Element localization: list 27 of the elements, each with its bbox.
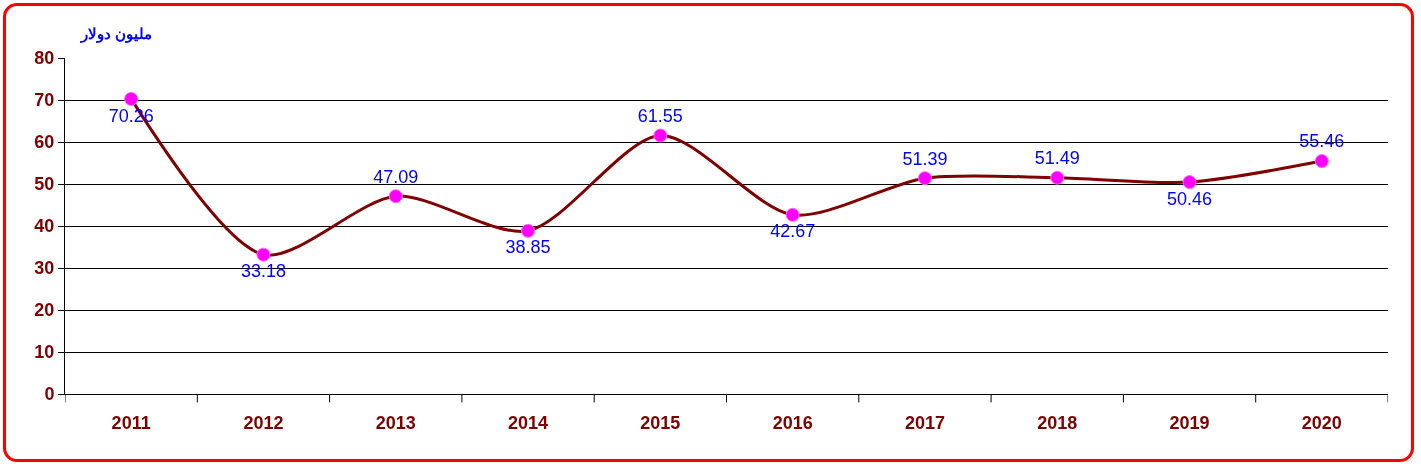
x-tick-label: 2012 [243, 412, 284, 433]
x-tick-label: 2020 [1301, 412, 1342, 433]
y-tick-label: 40 [34, 216, 55, 237]
x-tick-label: 2019 [1169, 412, 1210, 433]
x-tick-label: 2017 [904, 412, 945, 433]
data-label: 38.85 [505, 237, 551, 258]
data-label: 61.55 [637, 105, 683, 126]
x-tick-label: 2016 [772, 412, 813, 433]
y-tick-label: 80 [34, 48, 55, 69]
y-tick-label: 30 [34, 258, 55, 279]
x-tick-label: 2015 [640, 412, 681, 433]
data-label: 51.39 [902, 148, 948, 169]
y-tick-label: 10 [34, 342, 55, 363]
data-label: 42.67 [770, 221, 816, 242]
y-tick-label: 20 [34, 300, 55, 321]
x-tick-label: 2011 [111, 412, 151, 433]
y-tick-label: 60 [34, 132, 55, 153]
x-tick-label: 2013 [375, 412, 416, 433]
x-tick-label: 2014 [508, 412, 549, 433]
data-label: 50.46 [1167, 188, 1213, 209]
data-label: 51.49 [1034, 148, 1080, 169]
y-axis-title: مليون دولار [80, 25, 153, 43]
data-label: 47.09 [373, 166, 419, 187]
x-tick-label: 2018 [1037, 412, 1078, 433]
y-tick-label: 70 [34, 90, 55, 111]
y-tick-label: 50 [34, 174, 55, 195]
y-tick-label: 0 [44, 384, 55, 405]
